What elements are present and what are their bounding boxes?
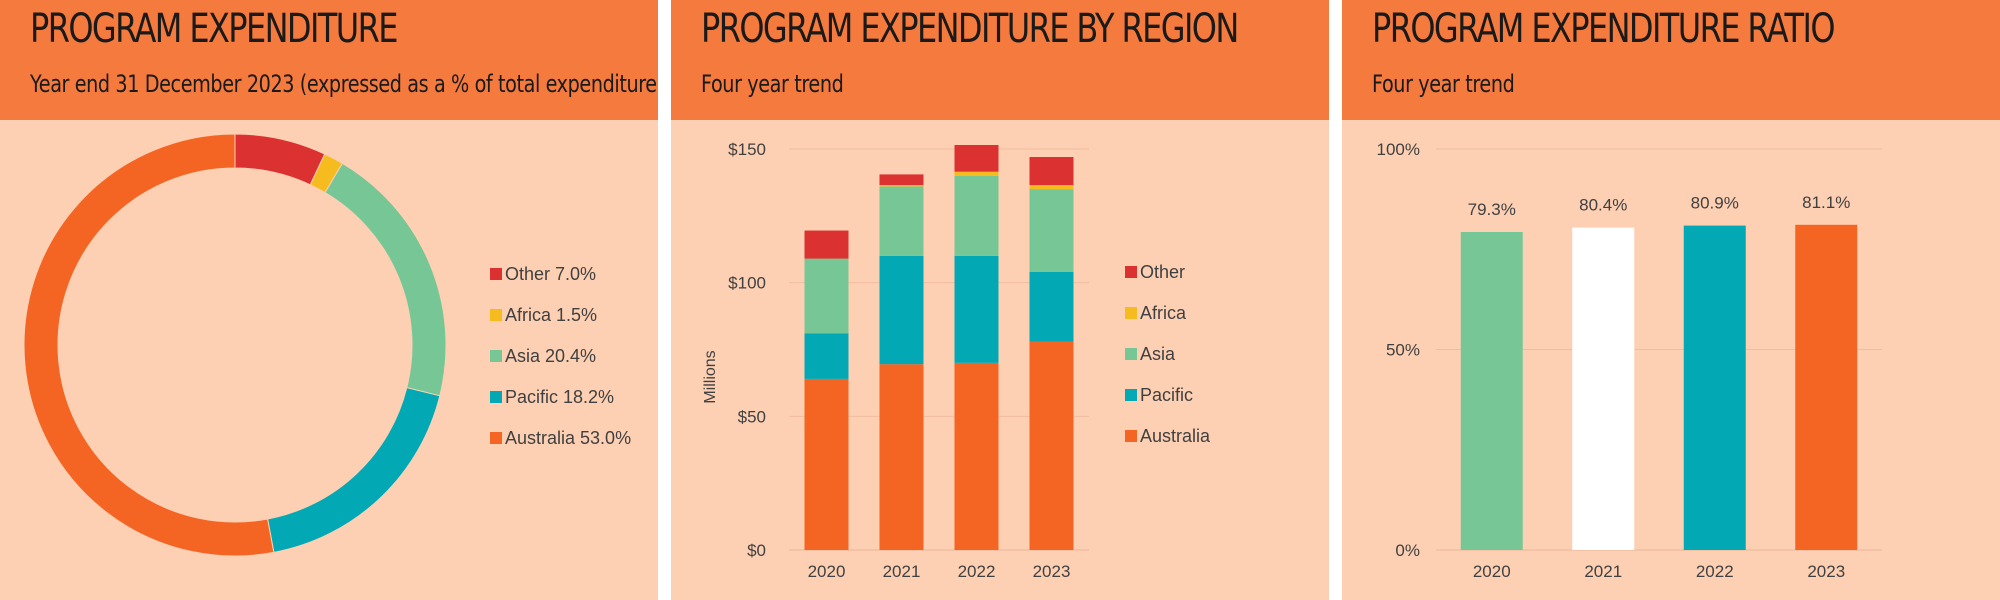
panel-title: PROGRAM EXPENDITURE bbox=[30, 6, 398, 52]
x-tick-label: 2022 bbox=[958, 562, 996, 581]
bar-2021 bbox=[1572, 227, 1635, 550]
panel-subtitle: Year end 31 December 2023 (expressed as … bbox=[30, 70, 658, 98]
data-label: 80.9% bbox=[1691, 194, 1739, 213]
x-tick-label: 2023 bbox=[1807, 562, 1845, 581]
bar-pacific-2022 bbox=[954, 255, 999, 363]
panel-title: PROGRAM EXPENDITURE BY REGION bbox=[701, 6, 1239, 52]
bar-africa-2023 bbox=[1029, 185, 1074, 190]
legend-swatch bbox=[490, 309, 502, 321]
y-tick-label: 100% bbox=[1377, 140, 1420, 159]
legend-swatch bbox=[1125, 266, 1137, 278]
donut-slice-asia bbox=[324, 162, 447, 397]
legend-swatch bbox=[1125, 307, 1137, 319]
expenditure-ratio-panel: PROGRAM EXPENDITURE RATIO Four year tren… bbox=[1342, 0, 2000, 600]
legend-swatch bbox=[1125, 389, 1137, 401]
legend-label: Asia 20.4% bbox=[505, 346, 596, 366]
y-tick-label: 0% bbox=[1395, 541, 1420, 560]
legend-swatch bbox=[490, 432, 502, 444]
panel-header: PROGRAM EXPENDITURE Year end 31 December… bbox=[0, 0, 658, 120]
legend-swatch bbox=[1125, 430, 1137, 442]
legend-label: Australia 53.0% bbox=[505, 428, 631, 448]
x-tick-label: 2020 bbox=[808, 562, 846, 581]
expenditure-by-region-panel: PROGRAM EXPENDITURE BY REGION Four year … bbox=[671, 0, 1329, 600]
donut-chart: Other 7.0% Africa 1.5% Asia 20.4% Pacific 1… bbox=[23, 133, 631, 557]
y-tick-label: 50% bbox=[1386, 341, 1420, 360]
bar-other-2023 bbox=[1029, 157, 1074, 186]
bar-other-2022 bbox=[954, 144, 999, 172]
bar-2022 bbox=[1683, 225, 1746, 550]
bar-other-2020 bbox=[804, 230, 849, 259]
donut-slice-pacific bbox=[267, 387, 441, 553]
bar-asia-2023 bbox=[1029, 189, 1074, 272]
legend-swatch bbox=[1125, 348, 1137, 360]
bar-pacific-2021 bbox=[879, 255, 924, 365]
legend-label: Other 7.0% bbox=[505, 264, 596, 284]
bar-australia-2020 bbox=[804, 378, 849, 550]
data-label: 79.3% bbox=[1468, 200, 1516, 219]
legend-swatch bbox=[490, 391, 502, 403]
legend-swatch bbox=[490, 350, 502, 362]
bar-australia-2021 bbox=[879, 364, 924, 550]
panel-header: PROGRAM EXPENDITURE RATIO Four year tren… bbox=[1342, 0, 2000, 120]
bar-asia-2022 bbox=[954, 175, 999, 256]
donut-slice-australia bbox=[23, 133, 275, 557]
legend-label: Australia bbox=[1140, 426, 1211, 446]
panel-title: PROGRAM EXPENDITURE RATIO bbox=[1372, 6, 1836, 52]
y-tick-label: $100 bbox=[728, 274, 766, 293]
data-label: 80.4% bbox=[1579, 196, 1627, 215]
legend-label: Pacific bbox=[1140, 385, 1193, 405]
panel-subtitle: Four year trend bbox=[1372, 70, 1515, 98]
legend-swatch bbox=[490, 268, 502, 280]
panel-header: PROGRAM EXPENDITURE BY REGION Four year … bbox=[671, 0, 1329, 120]
bar-africa-2022 bbox=[954, 171, 999, 176]
legend-label: Other bbox=[1140, 262, 1185, 282]
legend-label: Africa 1.5% bbox=[505, 305, 597, 325]
bar-other-2021 bbox=[879, 174, 924, 186]
bar-africa-2021 bbox=[879, 185, 924, 187]
y-tick-label: $50 bbox=[738, 407, 766, 426]
bar-pacific-2020 bbox=[804, 333, 849, 379]
y-tick-label: $0 bbox=[747, 541, 766, 560]
bar-2020 bbox=[1460, 232, 1523, 550]
bar-asia-2021 bbox=[879, 186, 924, 256]
x-tick-label: 2021 bbox=[1584, 562, 1622, 581]
bar-australia-2023 bbox=[1029, 341, 1074, 550]
stacked-bar-chart: $0 $50 $100 $150 Millions 2020 2021 2022 2023 Oth… bbox=[702, 140, 1211, 581]
data-label: 81.1% bbox=[1802, 193, 1850, 212]
x-tick-label: 2022 bbox=[1696, 562, 1734, 581]
y-tick-label: $150 bbox=[728, 140, 766, 159]
ratio-bar-chart: 0% 50% 100% 79.3% 2020 80.4% 2021 80.9% 2022 81.1… bbox=[1377, 140, 1882, 581]
y-axis-label: Millions bbox=[702, 350, 719, 403]
donut-slice-other bbox=[234, 133, 326, 186]
x-tick-label: 2023 bbox=[1033, 562, 1071, 581]
bar-2023 bbox=[1795, 224, 1858, 550]
panel-subtitle: Four year trend bbox=[701, 70, 844, 98]
x-tick-label: 2021 bbox=[883, 562, 921, 581]
x-tick-label: 2020 bbox=[1473, 562, 1511, 581]
bar-asia-2020 bbox=[804, 258, 849, 334]
program-expenditure-panel: PROGRAM EXPENDITURE Year end 31 December… bbox=[0, 0, 658, 600]
legend-label: Pacific 18.2% bbox=[505, 387, 614, 407]
legend-label: Africa bbox=[1140, 303, 1187, 323]
bar-australia-2022 bbox=[954, 362, 999, 550]
bar-pacific-2023 bbox=[1029, 271, 1074, 342]
legend-label: Asia bbox=[1140, 344, 1176, 364]
